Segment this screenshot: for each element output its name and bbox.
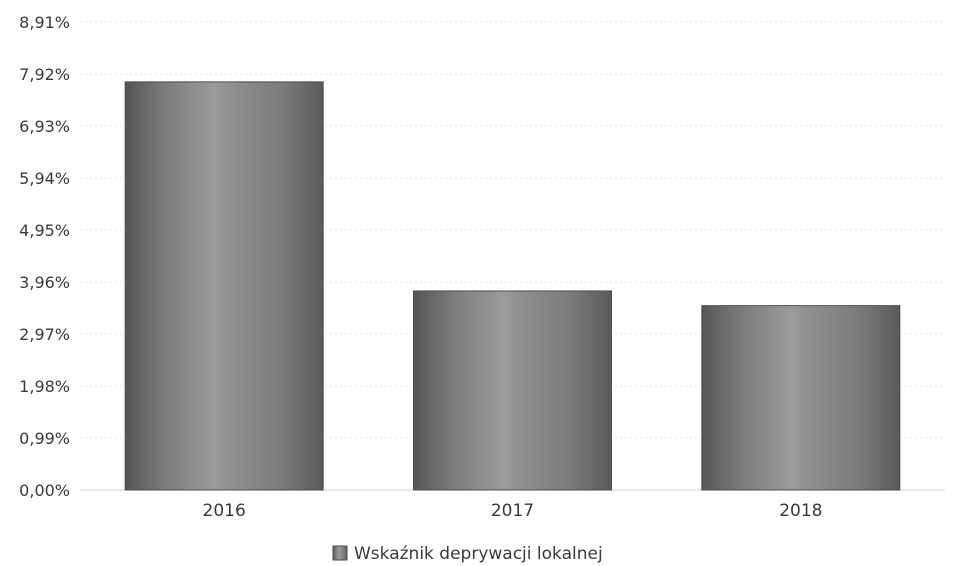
y-tick-label: 4,95% xyxy=(19,221,70,240)
y-tick-label: 6,93% xyxy=(19,117,70,136)
x-axis-labels: 2016 2017 2018 xyxy=(203,501,823,521)
bar-2017 xyxy=(413,290,612,491)
bar-2016 xyxy=(124,81,324,491)
legend: Wskaźnik deprywacji lokalnej xyxy=(332,544,603,564)
y-tick-label: 7,92% xyxy=(19,65,70,84)
legend-label: Wskaźnik deprywacji lokalnej xyxy=(354,544,603,564)
bars xyxy=(124,81,901,491)
y-tick-label: 2,97% xyxy=(19,325,70,344)
y-tick-label: 1,98% xyxy=(19,377,70,396)
x-tick-label-2018: 2018 xyxy=(779,501,822,521)
y-tick-label: 0,00% xyxy=(19,481,70,500)
y-tick-label: 5,94% xyxy=(19,169,70,188)
y-tick-label: 8,91% xyxy=(19,13,70,32)
legend-swatch xyxy=(332,545,348,561)
x-tick-label-2017: 2017 xyxy=(491,501,534,521)
y-tick-label: 3,96% xyxy=(19,273,70,292)
y-tick-label: 0,99% xyxy=(19,429,70,448)
y-axis-ticks: 0,00% 0,99% 1,98% 2,97% 3,96% 4,95% 5,94% 6,93%… xyxy=(19,13,70,500)
bar-2018 xyxy=(701,305,901,491)
x-tick-label-2016: 2016 xyxy=(203,501,246,521)
